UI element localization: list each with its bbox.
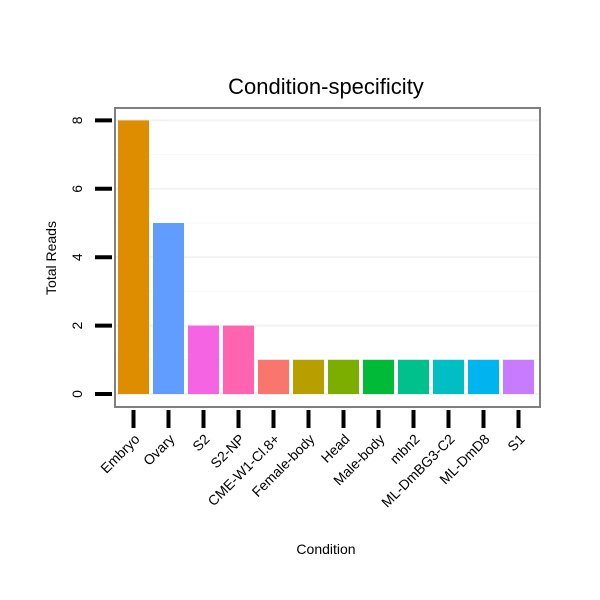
bars — [118, 120, 534, 395]
plot-panel-border — [114, 107, 541, 408]
chart-title: Condition-specificity — [228, 74, 424, 99]
bar-cme-w1-cl-8- — [258, 359, 289, 394]
bar-ml-dmd8 — [468, 359, 499, 394]
y-tick-label: 6 — [69, 185, 85, 193]
y-axis-label: Total Reads — [43, 221, 59, 295]
bar-mbn2 — [398, 359, 429, 394]
gridlines — [116, 119, 539, 395]
bar-s2 — [188, 325, 219, 394]
y-tick-label: 8 — [69, 116, 85, 124]
y-axis: 0 2 4 6 8 — [69, 116, 112, 398]
bar-ml-dmbg3-c2 — [433, 359, 464, 394]
bar-male-body — [363, 359, 394, 394]
bar-s1 — [503, 359, 534, 394]
bar-ovary — [153, 223, 184, 394]
x-axis-label: Condition — [296, 541, 355, 557]
bar-head — [328, 359, 359, 394]
y-tick-label: 2 — [69, 321, 85, 329]
y-tick-label: 4 — [69, 253, 85, 261]
bar-embryo — [118, 120, 149, 395]
y-tick-label: 0 — [69, 390, 85, 398]
bar-s2-np — [223, 325, 254, 394]
bar-female-body — [293, 359, 324, 394]
